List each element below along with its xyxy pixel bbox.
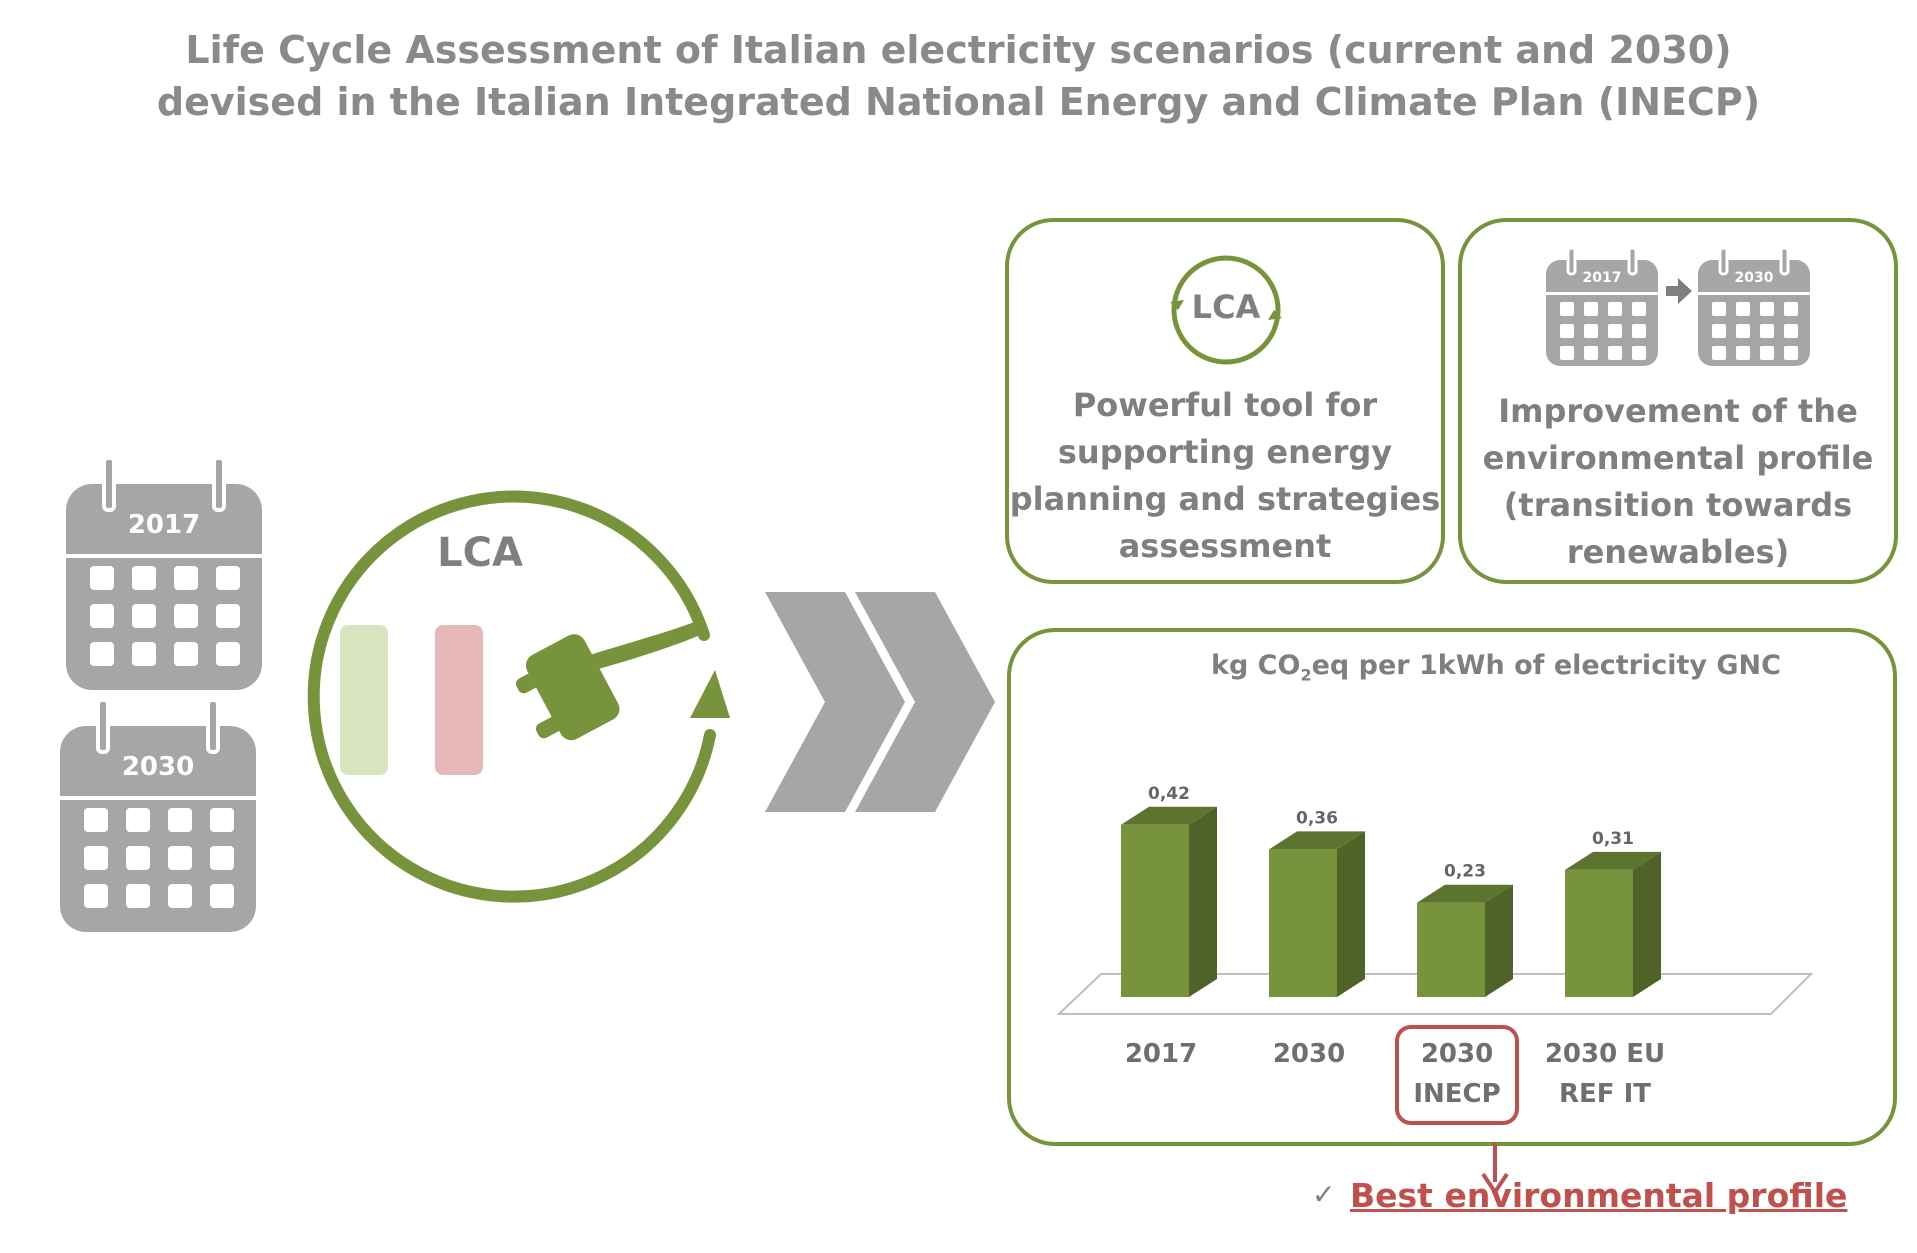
- chart-title-subscript: 2: [1300, 665, 1312, 685]
- card-lca-tool-text: Powerful tool for supporting energy plan…: [1009, 382, 1441, 570]
- bar-value-label: 0,36: [1296, 808, 1338, 828]
- bar: [1417, 902, 1485, 997]
- category-label: 2030: [1421, 1039, 1493, 1069]
- highlight-box: [1395, 1025, 1519, 1125]
- calendar-year-label: 2017: [127, 510, 201, 540]
- card-text-line: renewables): [1566, 533, 1790, 571]
- title-line-1: Life Cycle Assessment of Italian electri…: [185, 28, 1732, 72]
- card-improvement-text: Improvement of the environmental profile…: [1462, 388, 1894, 576]
- bar-value-label: 0,42: [1148, 784, 1190, 804]
- arrow-down-icon: [1480, 1142, 1510, 1198]
- card-chart: kg CO2eq per 1kWh of electricity GNC 0,4…: [1007, 628, 1897, 1146]
- checkmark-icon: ✓: [1312, 1178, 1336, 1211]
- calendar-year-label: 2017: [1582, 270, 1622, 286]
- calendar-year-label: 2030: [1734, 270, 1774, 286]
- bar-chart: 0,42 2017 0,36 2030 0,23 2030 INECP 0,31 2030 EU…: [1056, 784, 1814, 1125]
- lca-cycle-small-icon: LCA: [1164, 248, 1288, 372]
- calendar-2017-small-icon: 2017: [1546, 246, 1658, 366]
- bar-side: [1485, 884, 1513, 997]
- card-text-line: Powerful tool for: [1072, 386, 1378, 424]
- calendar-year-label: 2030: [121, 752, 195, 782]
- bar-value-label: 0,31: [1592, 829, 1634, 849]
- calendar-2030-small-icon: 2030: [1698, 246, 1810, 366]
- page-title: Life Cycle Assessment of Italian electri…: [0, 24, 1917, 128]
- card-text-line: assessment: [1118, 527, 1332, 565]
- calendar-2017-icon: 2017: [66, 456, 262, 690]
- lca-small-label: LCA: [1191, 288, 1261, 326]
- category-label: INECP: [1413, 1079, 1500, 1109]
- bar-side: [1633, 851, 1661, 997]
- card-text-line: Improvement of the: [1498, 392, 1858, 430]
- card-text-line: (transition towards: [1503, 486, 1853, 524]
- card-lca-tool: LCA Powerful tool for supporting energy …: [1005, 218, 1445, 584]
- bar: [1121, 824, 1189, 997]
- card-text-line: environmental profile: [1482, 439, 1874, 477]
- card-text-line: supporting energy: [1057, 433, 1393, 471]
- chart-title-part: eq per 1kWh of electricity GNC: [1311, 650, 1781, 681]
- lca-label: LCA: [437, 530, 523, 576]
- category-label: 2030 EU: [1545, 1039, 1665, 1069]
- category-label: REF IT: [1559, 1079, 1651, 1109]
- bar-value-label: 0,23: [1444, 862, 1486, 882]
- bar-side: [1337, 831, 1365, 997]
- bar: [1269, 849, 1337, 997]
- best-profile-label: Best environmental profile: [1350, 1176, 1848, 1215]
- arrow-right-icon: [1666, 278, 1692, 304]
- chart-title: kg CO2eq per 1kWh of electricity GNC: [1211, 650, 1781, 684]
- bar: [1565, 869, 1633, 997]
- bar-top: [1417, 884, 1513, 903]
- calendar-2030-icon: 2030: [60, 698, 256, 932]
- card-improvement: 2017 2030 Improvement of the environment…: [1458, 218, 1898, 584]
- card-text-line: planning and strategies: [1009, 480, 1441, 518]
- chart-title-part: kg CO: [1211, 650, 1301, 681]
- title-line-2: devised in the Italian Integrated Nation…: [156, 80, 1761, 124]
- lca-cycle-graphic: LCA: [290, 470, 750, 930]
- bar-top: [1121, 806, 1217, 825]
- bar-top: [1565, 851, 1661, 870]
- category-label: 2017: [1125, 1039, 1197, 1069]
- chevron-arrows-icon: [765, 592, 995, 812]
- bar-side: [1189, 806, 1217, 997]
- category-label: 2030: [1273, 1039, 1345, 1069]
- bar-top: [1269, 831, 1365, 850]
